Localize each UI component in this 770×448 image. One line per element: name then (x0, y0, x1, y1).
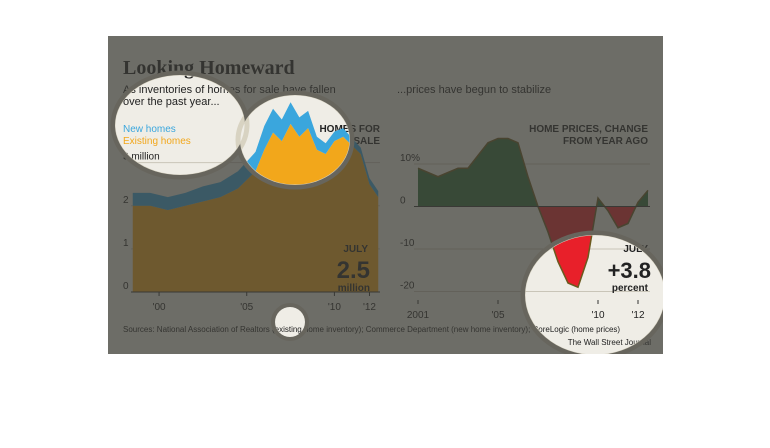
dim-overlay (108, 36, 663, 354)
